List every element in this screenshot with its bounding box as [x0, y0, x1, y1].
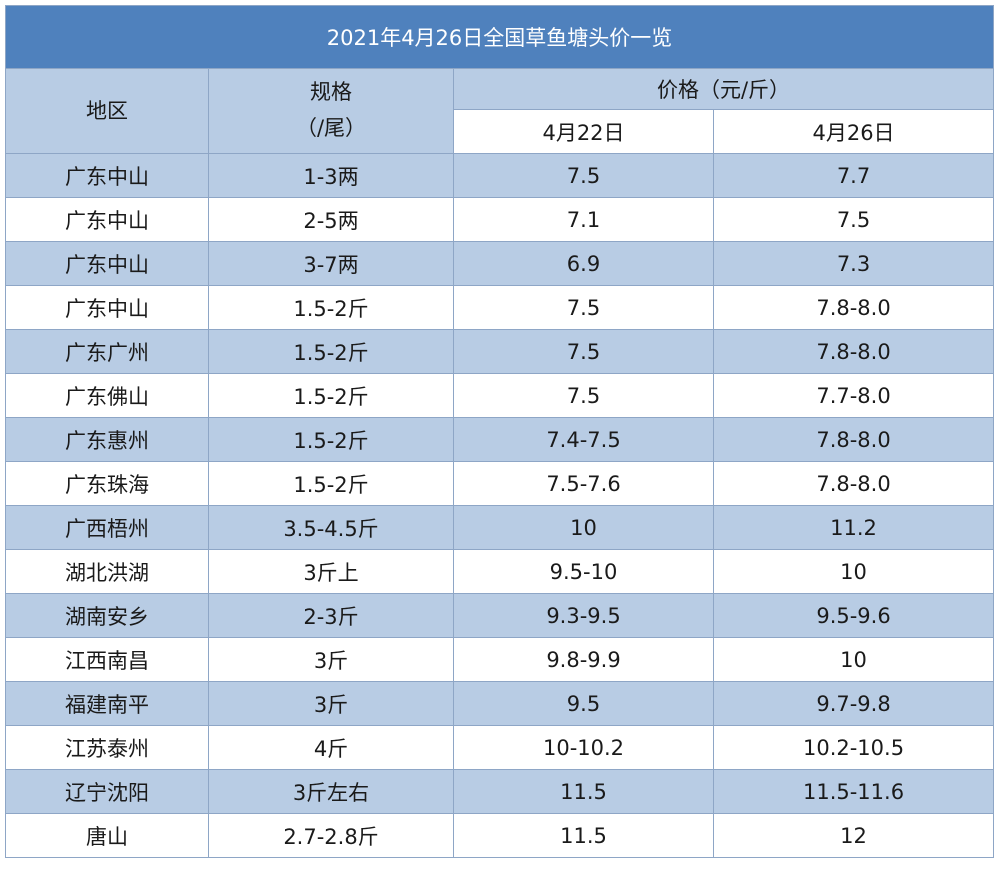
cell-price-0426: 7.8-8.0 — [712, 285, 995, 330]
table-body: 广东中山 1-3两 7.5 7.7 广东中山 2-5两 7.1 7.5 广东中山 3-7两 6.9 7… — [5, 153, 995, 858]
header-spec-line2: （/尾） — [295, 116, 367, 140]
cell-region: 广东珠海 — [5, 461, 209, 506]
cell-price-0426: 7.8-8.0 — [712, 417, 995, 462]
cell-spec: 3-7两 — [208, 241, 454, 286]
cell-spec: 3.5-4.5斤 — [208, 505, 454, 550]
cell-price-0422: 9.5-10 — [453, 549, 714, 594]
cell-spec: 2-3斤 — [208, 593, 454, 638]
table-row: 广东珠海 1.5-2斤 7.5-7.6 7.8-8.0 — [5, 461, 995, 506]
cell-price-0426: 10 — [712, 637, 995, 682]
cell-price-0426: 9.5-9.6 — [712, 593, 995, 638]
cell-price-0422: 11.5 — [453, 813, 714, 858]
cell-price-0426: 7.3 — [712, 241, 995, 286]
cell-price-0426: 9.7-9.8 — [712, 681, 995, 726]
table-row: 广东中山 2-5两 7.1 7.5 — [5, 197, 995, 242]
cell-region: 广东中山 — [5, 241, 209, 286]
cell-price-0422: 7.5 — [453, 285, 714, 330]
cell-price-0422: 9.8-9.9 — [453, 637, 714, 682]
cell-spec: 3斤 — [208, 681, 454, 726]
table-row: 广西梧州 3.5-4.5斤 10 11.2 — [5, 505, 995, 550]
cell-spec: 1.5-2斤 — [208, 285, 454, 330]
cell-price-0422: 7.5 — [453, 373, 714, 418]
table-row: 福建南平 3斤 9.5 9.7-9.8 — [5, 681, 995, 726]
cell-spec: 2.7-2.8斤 — [208, 813, 454, 858]
cell-spec: 4斤 — [208, 725, 454, 770]
cell-region: 江西南昌 — [5, 637, 209, 682]
cell-price-0422: 9.3-9.5 — [453, 593, 714, 638]
cell-region: 广东佛山 — [5, 373, 209, 418]
cell-price-0426: 7.8-8.0 — [712, 461, 995, 506]
cell-price-0422: 9.5 — [453, 681, 714, 726]
cell-spec: 1-3两 — [208, 153, 454, 198]
table-row: 江苏泰州 4斤 10-10.2 10.2-10.5 — [5, 725, 995, 770]
table-row: 广东中山 1-3两 7.5 7.7 — [5, 153, 995, 198]
header-price: 价格（元/斤） — [452, 68, 995, 110]
table-row: 广东广州 1.5-2斤 7.5 7.8-8.0 — [5, 329, 995, 374]
cell-price-0426: 7.7-8.0 — [712, 373, 995, 418]
cell-region: 广东广州 — [5, 329, 209, 374]
cell-region: 湖北洪湖 — [5, 549, 209, 594]
price-table: 2021年4月26日全国草鱼塘头价一览 地区 规格 （/尾） 价格（元/斤） 4… — [4, 5, 995, 858]
table-row: 广东中山 3-7两 6.9 7.3 — [5, 241, 995, 286]
cell-region: 唐山 — [5, 813, 209, 858]
cell-price-0422: 10-10.2 — [453, 725, 714, 770]
cell-price-0426: 10.2-10.5 — [712, 725, 995, 770]
table-row: 辽宁沈阳 3斤左右 11.5 11.5-11.6 — [5, 769, 995, 814]
cell-spec: 1.5-2斤 — [208, 417, 454, 462]
cell-region: 广西梧州 — [5, 505, 209, 550]
table-row: 唐山 2.7-2.8斤 11.5 12 — [5, 813, 995, 858]
cell-region: 广东中山 — [5, 153, 209, 198]
cell-price-0422: 10 — [453, 505, 714, 550]
cell-price-0422: 7.4-7.5 — [453, 417, 714, 462]
cell-price-0422: 7.1 — [453, 197, 714, 242]
cell-region: 江苏泰州 — [5, 725, 209, 770]
header-spec: 规格 （/尾） — [208, 68, 454, 154]
cell-price-0422: 11.5 — [453, 769, 714, 814]
table-row: 广东中山 1.5-2斤 7.5 7.8-8.0 — [5, 285, 995, 330]
cell-price-0422: 6.9 — [453, 241, 714, 286]
cell-spec: 3斤左右 — [208, 769, 454, 814]
cell-price-0422: 7.5-7.6 — [453, 461, 714, 506]
cell-spec: 1.5-2斤 — [208, 373, 454, 418]
table-row: 湖南安乡 2-3斤 9.3-9.5 9.5-9.6 — [5, 593, 995, 638]
table-row: 湖北洪湖 3斤上 9.5-10 10 — [5, 549, 995, 594]
cell-spec: 1.5-2斤 — [208, 329, 454, 374]
cell-region: 广东中山 — [5, 197, 209, 242]
header-region: 地区 — [5, 68, 209, 154]
table-row: 广东佛山 1.5-2斤 7.5 7.7-8.0 — [5, 373, 995, 418]
cell-spec: 1.5-2斤 — [208, 461, 454, 506]
cell-region: 福建南平 — [5, 681, 209, 726]
table-title: 2021年4月26日全国草鱼塘头价一览 — [4, 5, 995, 69]
cell-price-0426: 7.8-8.0 — [712, 329, 995, 374]
cell-price-0426: 7.7 — [712, 153, 995, 198]
cell-region: 湖南安乡 — [5, 593, 209, 638]
header-date-0426: 4月26日 — [712, 109, 995, 154]
cell-price-0426: 12 — [712, 813, 995, 858]
cell-price-0422: 7.5 — [453, 329, 714, 374]
cell-region: 广东中山 — [5, 285, 209, 330]
cell-price-0426: 7.5 — [712, 197, 995, 242]
header-spec-line1: 规格 — [310, 80, 352, 105]
cell-region: 广东惠州 — [5, 417, 209, 462]
cell-spec: 3斤上 — [208, 549, 454, 594]
cell-region: 辽宁沈阳 — [5, 769, 209, 814]
cell-price-0422: 7.5 — [453, 153, 714, 198]
header-date-0422: 4月22日 — [453, 109, 714, 154]
table-row: 广东惠州 1.5-2斤 7.4-7.5 7.8-8.0 — [5, 417, 995, 462]
cell-spec: 2-5两 — [208, 197, 454, 242]
table-row: 江西南昌 3斤 9.8-9.9 10 — [5, 637, 995, 682]
cell-price-0426: 11.2 — [712, 505, 995, 550]
cell-price-0426: 10 — [712, 549, 995, 594]
cell-price-0426: 11.5-11.6 — [712, 769, 995, 814]
cell-spec: 3斤 — [208, 637, 454, 682]
price-table-container: 2021年4月26日全国草鱼塘头价一览 地区 规格 （/尾） 价格（元/斤） 4… — [4, 5, 995, 871]
